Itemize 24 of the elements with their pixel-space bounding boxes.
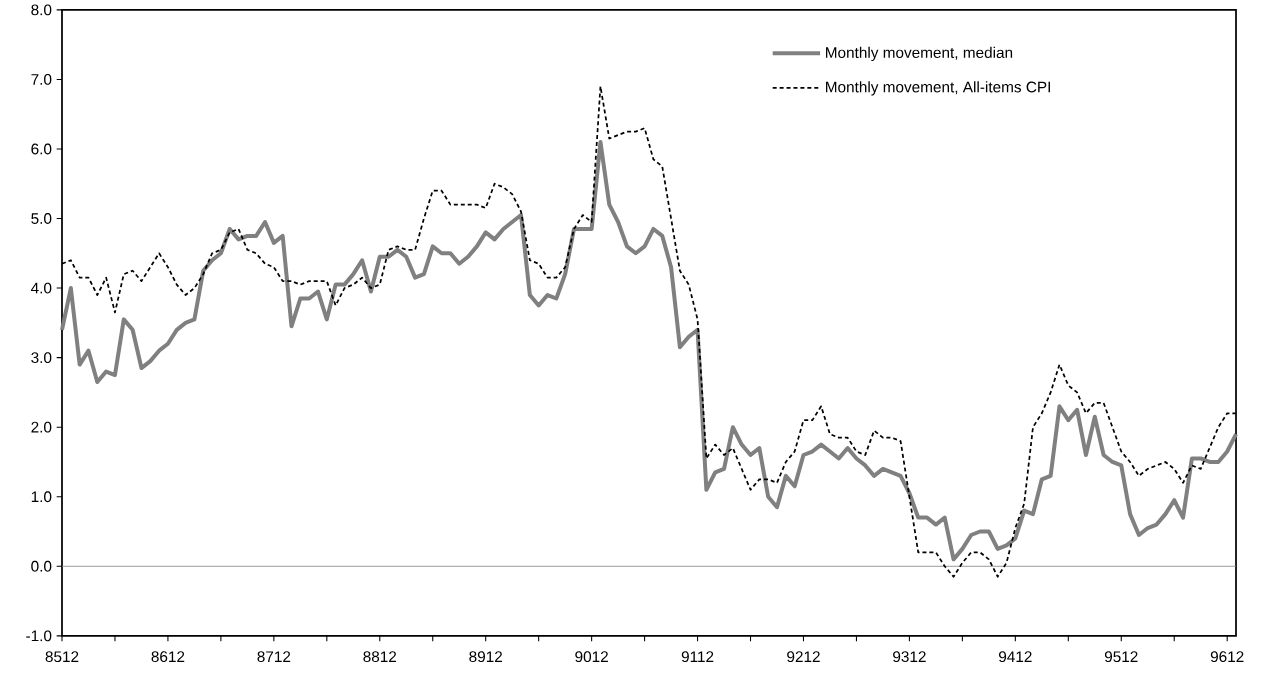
- y-tick-label: 3.0: [31, 352, 52, 364]
- y-tick-label: -1.0: [26, 630, 52, 642]
- y-tick-label: 8.0: [31, 4, 52, 16]
- y-tick-label: 2.0: [31, 421, 52, 433]
- y-tick-label: 7.0: [31, 74, 52, 85]
- legend-label: Monthly movement, median: [826, 46, 1013, 62]
- x-tick-label: 8912: [469, 651, 502, 663]
- x-tick-label: 9012: [575, 651, 608, 663]
- x-tick-label: 9212: [787, 651, 820, 663]
- y-tick-label: 4.0: [31, 282, 52, 294]
- x-tick-label: 9312: [893, 651, 926, 663]
- x-tick-label: 9412: [998, 651, 1032, 663]
- y-tick-label: 1.0: [31, 491, 52, 503]
- legend-label: Monthly movement, All-items CPI: [826, 81, 1050, 96]
- x-tick-label: 9112: [681, 651, 714, 663]
- x-tick-label: 9512: [1104, 651, 1138, 663]
- y-tick-label: 0.0: [31, 560, 52, 572]
- x-tick-label: 8712: [257, 651, 291, 663]
- x-tick-label: 8612: [151, 651, 185, 663]
- y-tick-label: 5.0: [31, 213, 52, 225]
- y-tick-label: 6.0: [31, 143, 52, 155]
- x-tick-label: 8512: [45, 651, 79, 663]
- x-tick-label: 9612: [1210, 651, 1244, 663]
- x-tick-label: 8812: [363, 651, 397, 663]
